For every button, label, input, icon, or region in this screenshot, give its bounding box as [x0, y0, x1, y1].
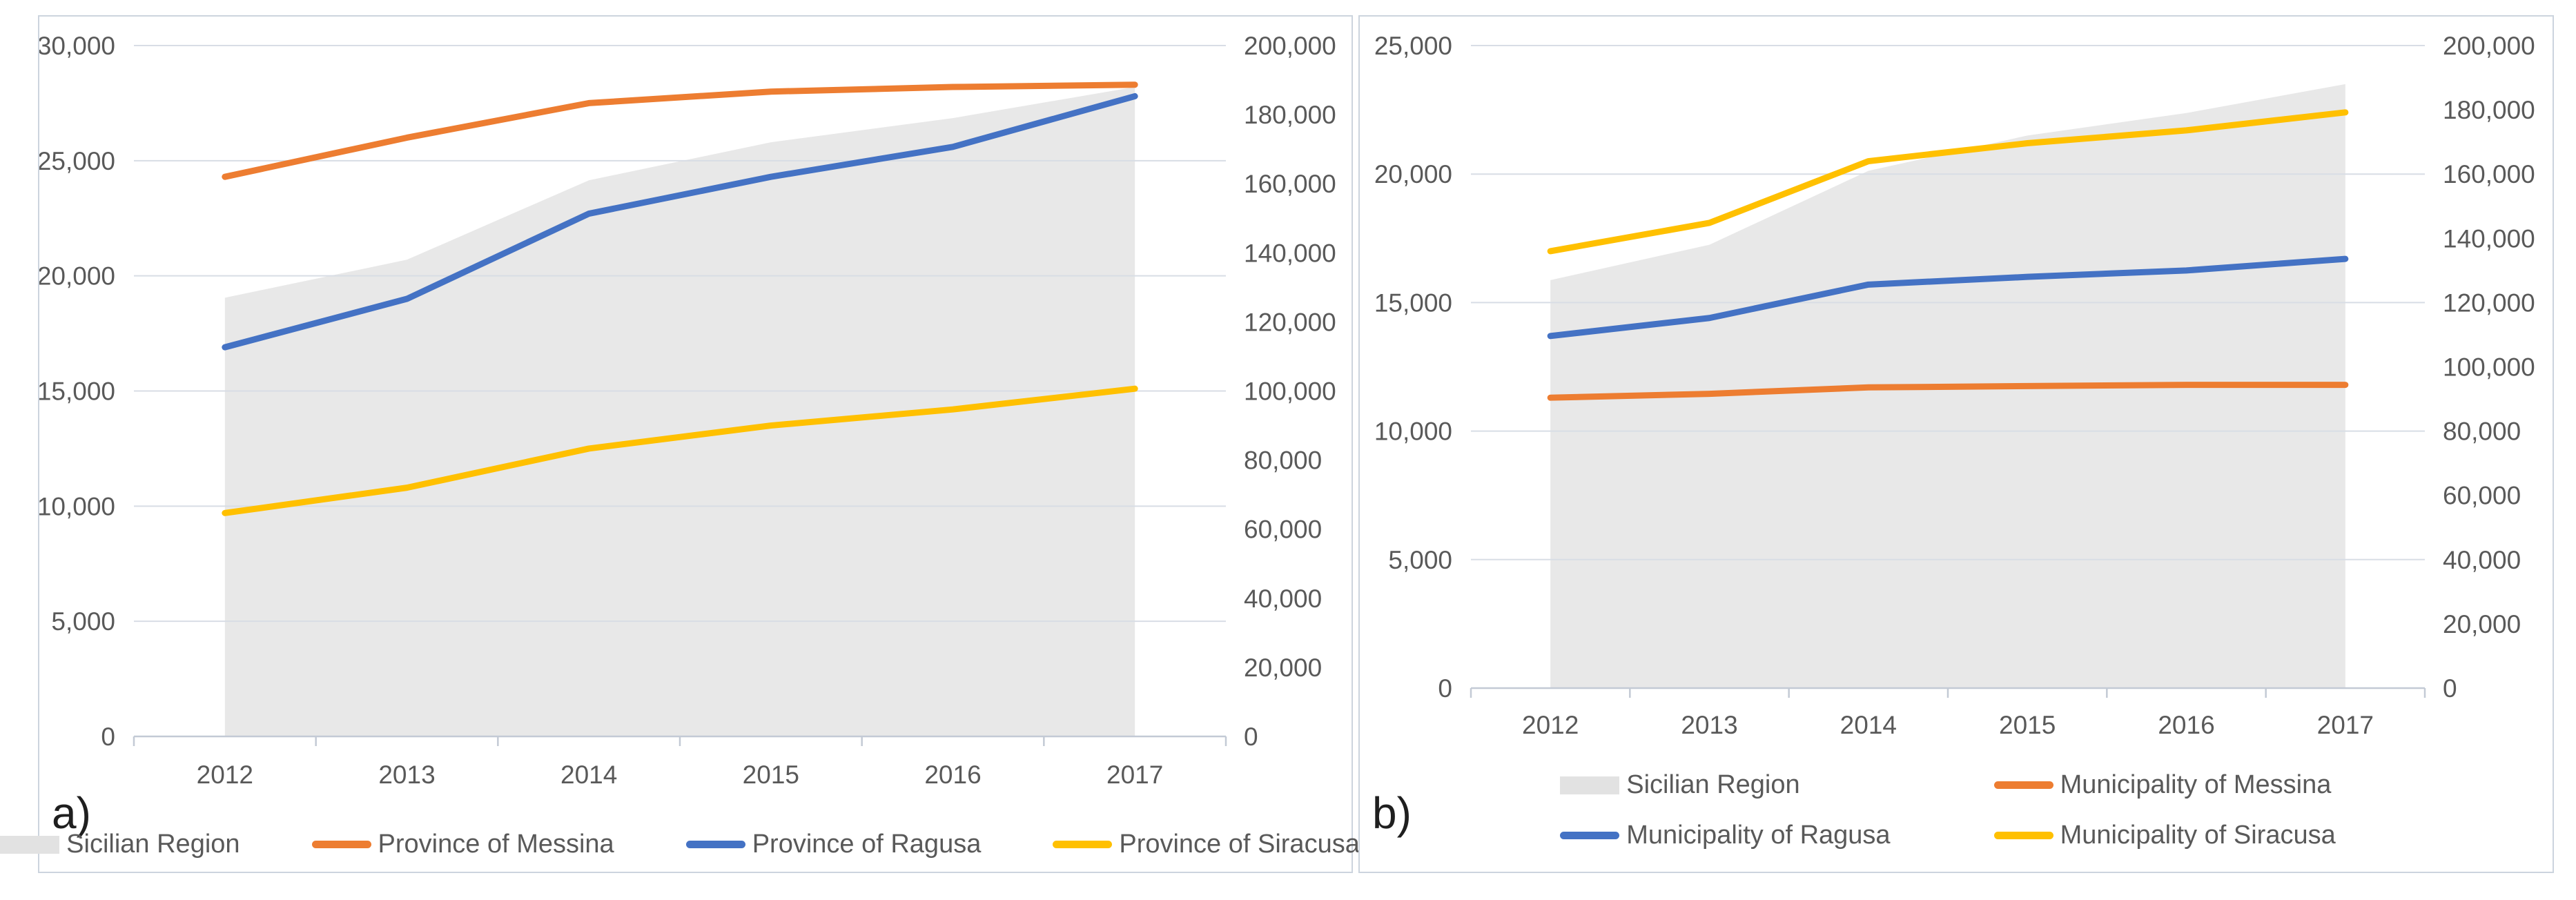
left-axis-tick-label: 5,000 — [1388, 546, 1452, 574]
right-axis-tick-label: 0 — [2443, 674, 2457, 703]
line-swatch-icon — [1993, 832, 2053, 839]
chart-panel-a: 0 5,000 10,000 15,000 20,000 25,000 30,000 0 20,… — [0, 15, 1360, 873]
chart-b-legend: Sicilian Region Municipality of Messina … — [1471, 770, 2425, 850]
line-series — [222, 385, 1138, 516]
left-axis-tick-label: 0 — [1438, 674, 1452, 703]
line-swatch-icon — [1053, 841, 1113, 848]
legend-label: Municipality of Messina — [2060, 770, 2332, 799]
right-axis-tick-label: 80,000 — [2443, 418, 2521, 446]
right-axis-tick-label: 80,000 — [1244, 447, 1322, 475]
x-axis-category-label: 2016 — [924, 761, 981, 789]
left-axis-tick-label: 10,000 — [1374, 418, 1452, 446]
left-axis-tick-label: 5,000 — [51, 607, 115, 636]
legend-label: Municipality of Siracusa — [2060, 821, 2336, 850]
chart-a-plot: 0 5,000 10,000 15,000 20,000 25,000 30,000 0 20,… — [39, 32, 1336, 789]
x-axis-category-label: 2017 — [1106, 761, 1163, 789]
legend-item-province-messina: Province of Messina — [311, 830, 614, 859]
legend-item-sicilian-region: Sicilian Region — [0, 830, 240, 859]
line-series — [1547, 109, 2349, 255]
left-axis-tick-label: 15,000 — [39, 378, 115, 406]
line-series — [222, 92, 1138, 351]
right-axis-tick-label: 100,000 — [1244, 378, 1336, 406]
right-axis-tick-label: 180,000 — [2443, 96, 2535, 124]
right-axis-tick-label: 40,000 — [2443, 546, 2521, 574]
left-axis-tick-label: 30,000 — [39, 32, 115, 60]
chart-panel-b: 0 5,000 10,000 15,000 20,000 25,000 0 20,000 40,… — [1358, 15, 2554, 873]
x-axis-category-label: 2015 — [743, 761, 799, 789]
right-axis-tick-label: 20,000 — [1244, 654, 1322, 682]
right-axis-tick-label: 160,000 — [1244, 170, 1336, 198]
line-swatch-icon — [311, 841, 371, 848]
legend-item-sicilian-region: Sicilian Region — [1560, 770, 1800, 800]
left-axis-tick-label: 25,000 — [1374, 32, 1452, 60]
line-series — [222, 81, 1138, 180]
right-axis-tick-label: 200,000 — [2443, 32, 2535, 60]
area-swatch-icon — [1560, 776, 1620, 794]
x-axis-category-label: 2017 — [2317, 711, 2374, 739]
legend-item-municipality-siracusa: Municipality of Siracusa — [1993, 821, 2336, 850]
line-swatch-icon — [1993, 781, 2053, 789]
x-axis-category-label: 2016 — [2158, 711, 2214, 739]
right-axis-tick-label: 60,000 — [1244, 516, 1322, 544]
left-axis-tick-label: 0 — [101, 723, 115, 751]
area-swatch-icon — [0, 835, 60, 854]
right-axis-tick-label: 180,000 — [1244, 101, 1336, 129]
right-axis-tick-label: 40,000 — [1244, 585, 1322, 613]
right-axis-tick-label: 60,000 — [2443, 482, 2521, 510]
right-axis-tick-label: 200,000 — [1244, 32, 1336, 60]
right-axis-tick-label: 120,000 — [1244, 308, 1336, 336]
legend-label: Sicilian Region — [1626, 770, 1800, 799]
left-axis-tick-label: 20,000 — [39, 262, 115, 291]
x-axis-category-label: 2012 — [1522, 711, 1579, 739]
line-swatch-icon — [685, 841, 745, 848]
right-axis-tick-label: 140,000 — [2443, 224, 2535, 253]
legend-item-province-ragusa: Province of Ragusa — [685, 830, 982, 859]
left-axis-tick-label: 25,000 — [39, 147, 115, 175]
panel-a-label: a) — [52, 788, 91, 838]
legend-label: Province of Siracusa — [1119, 830, 1360, 859]
line-series — [1547, 255, 2349, 340]
x-axis-category-label: 2015 — [1999, 711, 2056, 739]
x-axis-category-label: 2013 — [378, 761, 435, 789]
right-axis-tick-label: 160,000 — [2443, 160, 2535, 188]
line-swatch-icon — [1560, 832, 1620, 839]
x-axis-category-label: 2013 — [1681, 711, 1737, 739]
left-axis-tick-label: 15,000 — [1374, 288, 1452, 317]
right-axis-tick-label: 100,000 — [2443, 353, 2535, 382]
legend-label: Province of Messina — [378, 830, 614, 859]
x-axis-category-label: 2012 — [197, 761, 253, 789]
area-series — [224, 87, 1135, 736]
x-axis-category-label: 2014 — [1840, 711, 1897, 739]
legend-label: Province of Ragusa — [752, 830, 982, 859]
line-series — [1547, 382, 2349, 401]
legend-label: Sicilian Region — [66, 830, 240, 859]
right-axis-tick-label: 0 — [1244, 723, 1258, 751]
panel-b-label: b) — [1372, 788, 1412, 838]
right-axis-tick-label: 20,000 — [2443, 610, 2521, 638]
legend-item-municipality-ragusa: Municipality of Ragusa — [1560, 821, 1891, 850]
right-axis-tick-label: 140,000 — [1244, 239, 1336, 267]
legend-item-province-siracusa: Province of Siracusa — [1053, 830, 1360, 859]
x-axis-category-label: 2014 — [560, 761, 617, 789]
legend-label: Municipality of Ragusa — [1626, 821, 1891, 850]
right-axis-tick-label: 120,000 — [2443, 288, 2535, 317]
left-axis-tick-label: 20,000 — [1374, 160, 1452, 188]
chart-b-plot: 0 5,000 10,000 15,000 20,000 25,000 0 20,000 40,… — [1374, 32, 2535, 739]
chart-a-legend: Sicilian Region Province of Messina Prov… — [0, 830, 1360, 859]
legend-item-municipality-messina: Municipality of Messina — [1993, 770, 2332, 800]
left-axis-tick-label: 10,000 — [39, 492, 115, 520]
